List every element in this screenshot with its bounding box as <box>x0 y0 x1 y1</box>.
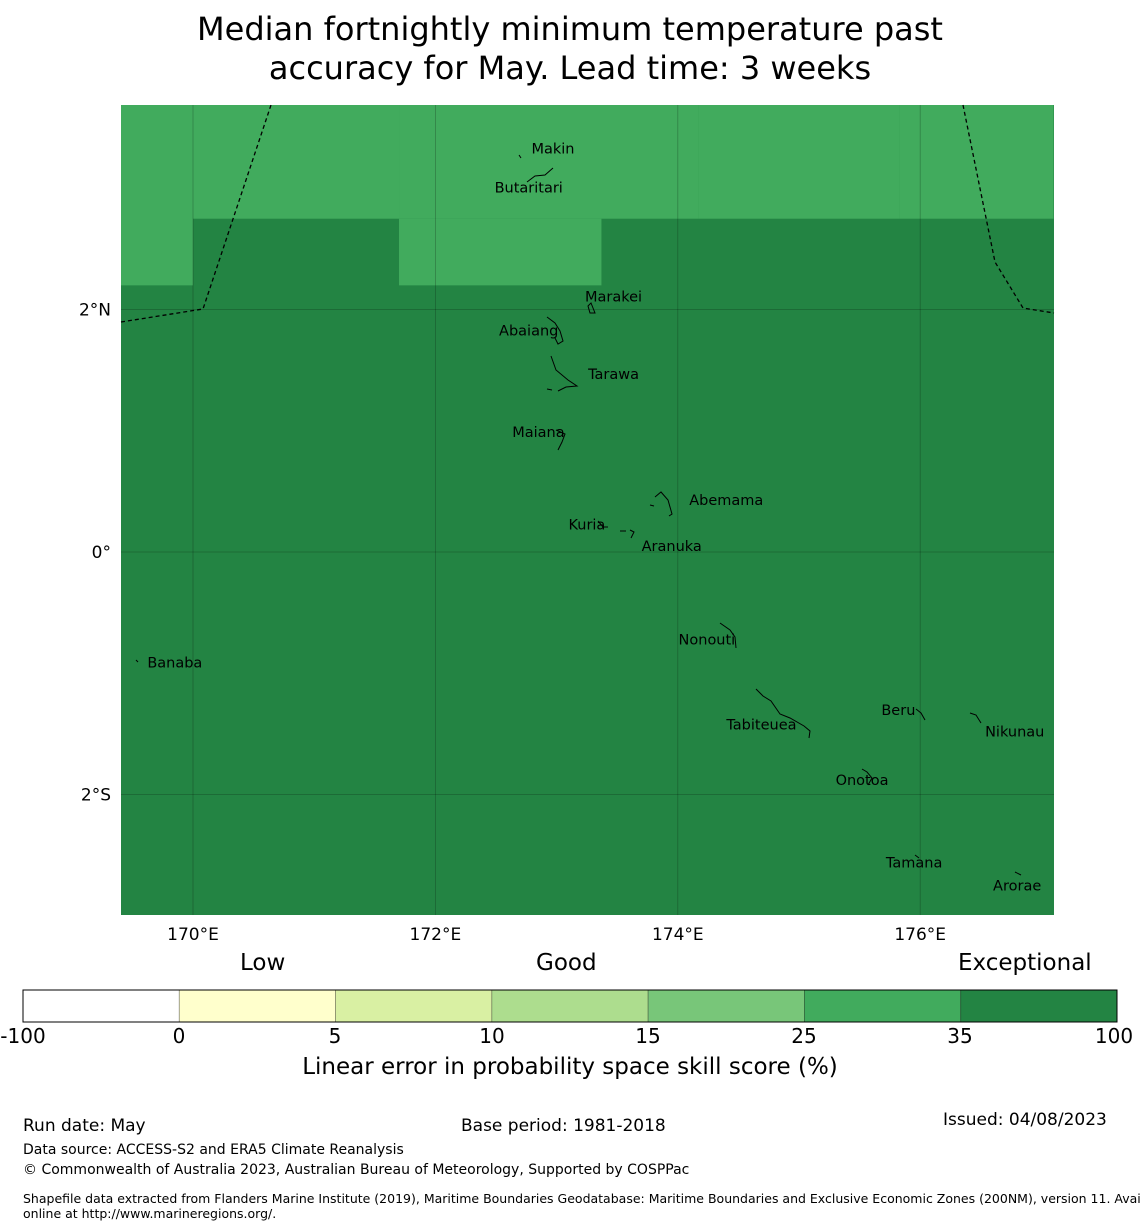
colorbar-segment <box>335 989 493 1023</box>
eez-boundary-west <box>120 104 272 323</box>
island-label: Tamana <box>885 855 942 871</box>
skill-cell <box>399 105 699 219</box>
x-tick-label: 174°E <box>652 925 704 945</box>
colorbar-tick: 10 <box>479 1024 505 1048</box>
skill-cell <box>121 105 193 286</box>
colorbar-tick: 35 <box>947 1024 973 1048</box>
base-period: Base period: 1981-2018 <box>461 1116 666 1136</box>
y-tick-label: 2°N <box>79 301 111 321</box>
issued-date: Issued: 04/08/2023 <box>943 1110 1107 1130</box>
colorbar-segment <box>178 989 336 1023</box>
island-outline <box>546 388 553 391</box>
colorbar-segment <box>960 989 1118 1023</box>
island-outline <box>969 712 982 724</box>
island-label: Maiana <box>512 425 564 441</box>
eez-boundary-east <box>962 104 1055 314</box>
category-exceptional: Exceptional <box>958 950 1092 976</box>
category-low: Low <box>240 950 286 976</box>
y-tick-label: 2°S <box>81 785 111 805</box>
island-outline <box>914 854 920 859</box>
island-outline <box>649 504 655 507</box>
colorbar-segment <box>22 989 180 1023</box>
data-source: Data source: ACCESS-S2 and ERA5 Climate … <box>23 1142 404 1158</box>
island-label: Makin <box>531 142 574 158</box>
run-date: Run date: May <box>23 1116 146 1136</box>
title-line-1: Median fortnightly minimum temperature p… <box>197 10 943 48</box>
category-good: Good <box>536 950 597 976</box>
island-outline <box>620 529 635 539</box>
island-outline <box>587 302 596 314</box>
island-label: Abaiang <box>499 323 558 339</box>
colorbar-tick: 15 <box>635 1024 661 1048</box>
island-outline <box>546 316 564 345</box>
island-label: Nonouti <box>679 632 736 648</box>
island-outline <box>1014 871 1022 876</box>
island-label: Kuria <box>568 517 605 533</box>
island-label: Tarawa <box>587 367 639 383</box>
skill-cell <box>193 105 400 219</box>
colorbar-tick: 5 <box>328 1024 342 1048</box>
colorbar-segment <box>491 989 649 1023</box>
island-outline <box>654 491 673 517</box>
colorbar-tick: -100 <box>0 1024 46 1048</box>
colorbar-segment <box>647 989 805 1023</box>
island-outline <box>861 768 873 786</box>
island-label: Aranuka <box>642 539 702 555</box>
title-line-2: accuracy for May. Lead time: 3 weeks <box>268 49 872 87</box>
x-tick-label: 172°E <box>410 925 462 945</box>
copyright: © Commonwealth of Australia 2023, Austra… <box>23 1162 690 1178</box>
map-title: Median fortnightly minimum temperature p… <box>0 10 1140 88</box>
island-outline <box>915 708 926 721</box>
island-label: Banaba <box>147 656 202 672</box>
island-outline <box>755 688 811 739</box>
x-tick-label: 170°E <box>167 925 219 945</box>
island-label: Arorae <box>993 879 1041 895</box>
island-outline <box>135 659 139 663</box>
colorbar-tick: 100 <box>1094 1024 1134 1048</box>
island-outline <box>518 154 522 159</box>
island-label: Onotoa <box>836 773 889 789</box>
x-tick-label: 176°E <box>894 925 946 945</box>
island-outline <box>555 429 566 451</box>
island-outline <box>719 622 737 649</box>
skill-cell <box>899 105 1054 219</box>
colorbar-title: Linear error in probability space skill … <box>302 1054 838 1080</box>
colorbar-segment <box>804 989 962 1023</box>
shapefile-credit-line-1: Shapefile data extracted from Flanders M… <box>23 1191 1140 1206</box>
island-label: Nikunau <box>985 725 1044 741</box>
y-tick-label: 0° <box>92 543 111 563</box>
skill-cell <box>399 218 602 286</box>
island-outline <box>550 355 579 392</box>
island-outline <box>526 167 554 183</box>
island-label: Tabiteuea <box>725 717 796 733</box>
colorbar <box>22 989 1118 1023</box>
colorbar-tick: 0 <box>172 1024 186 1048</box>
shapefile-credit-line-2: online at http://www.marineregions.org/. <box>23 1206 277 1221</box>
island-label: Marakei <box>585 289 642 305</box>
island-label: Beru <box>881 703 915 719</box>
island-label: Abemama <box>689 493 763 509</box>
island-outline <box>597 520 608 528</box>
skill-map: Makin Butaritari Marakei Abaiang Tarawa Maian… <box>79 104 1055 945</box>
island-label: Butaritari <box>495 180 563 196</box>
skill-cell <box>698 105 900 219</box>
colorbar-tick: 25 <box>791 1024 817 1048</box>
colorbar-frame <box>22 989 1118 1023</box>
